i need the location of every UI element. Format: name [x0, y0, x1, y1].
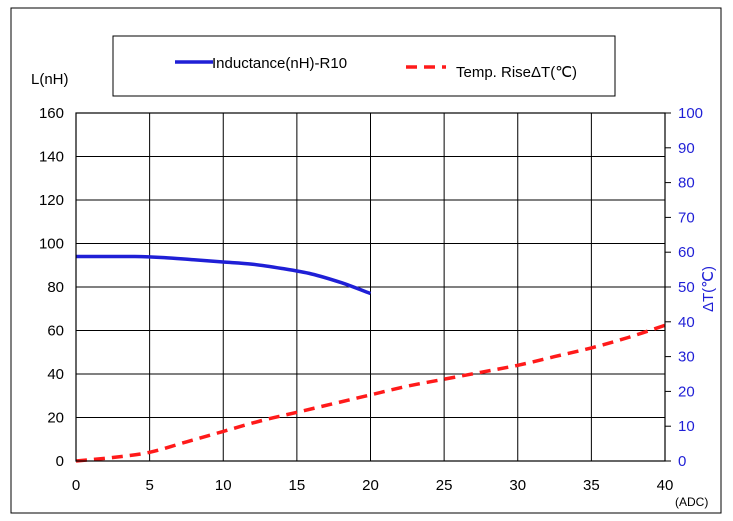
legend-box: [112, 35, 616, 97]
x-tick-label-6: 30: [509, 477, 526, 494]
y-left-tick-label-8: 160: [39, 105, 64, 122]
series-line-inductance: [76, 254, 372, 296]
y-axis-left-label: L(nH): [31, 71, 69, 88]
y-right-tick-label-0: 0: [678, 453, 686, 470]
x-tick-label-1: 5: [145, 477, 153, 494]
y-axis-right-label: ΔT(℃): [700, 266, 717, 312]
y-right-tick-label-1: 10: [678, 418, 695, 435]
x-tick-label-4: 20: [362, 477, 379, 494]
y-right-tick-label-8: 80: [678, 175, 695, 192]
y-right-tick-label-3: 30: [678, 349, 695, 366]
y-left-tick-label-3: 60: [47, 323, 64, 340]
legend-label-temp-rise: Temp. RiseΔT(℃): [456, 64, 577, 81]
legend: Inductance(nH)-R10 Temp. RiseΔT(℃): [112, 35, 616, 97]
y-left-tick-label-2: 40: [47, 366, 64, 383]
plot-area-border: [75, 112, 666, 462]
x-tick-label-0: 0: [72, 477, 80, 494]
y-right-tick-label-4: 40: [678, 314, 695, 331]
y-right-tick-label-2: 20: [678, 383, 695, 400]
y-right-tick-label-5: 50: [678, 279, 695, 296]
x-tick-label-7: 35: [583, 477, 600, 494]
y-right-tick-label-9: 90: [678, 140, 695, 157]
x-tick-label-8: 40: [657, 477, 674, 494]
legend-label-inductance: Inductance(nH)-R10: [212, 55, 347, 72]
tick-labels: 0204060801001201401600102030405060708090…: [39, 105, 703, 494]
y-left-tick-label-1: 20: [47, 410, 64, 427]
y-right-tick-label-7: 70: [678, 209, 695, 226]
y-right-tick-label-6: 60: [678, 244, 695, 261]
x-axis-unit: (ADC): [675, 495, 708, 509]
x-tick-label-3: 15: [289, 477, 306, 494]
y-left-tick-label-7: 140: [39, 149, 64, 166]
y-right-tick-label-10: 100: [678, 105, 703, 122]
y-left-tick-label-4: 80: [47, 279, 64, 296]
x-tick-label-5: 25: [436, 477, 453, 494]
y-left-tick-label-5: 100: [39, 236, 64, 253]
y-left-tick-label-0: 0: [56, 453, 64, 470]
x-tick-label-2: 10: [215, 477, 232, 494]
series-layer: [75, 254, 666, 463]
y-left-tick-label-6: 120: [39, 192, 64, 209]
